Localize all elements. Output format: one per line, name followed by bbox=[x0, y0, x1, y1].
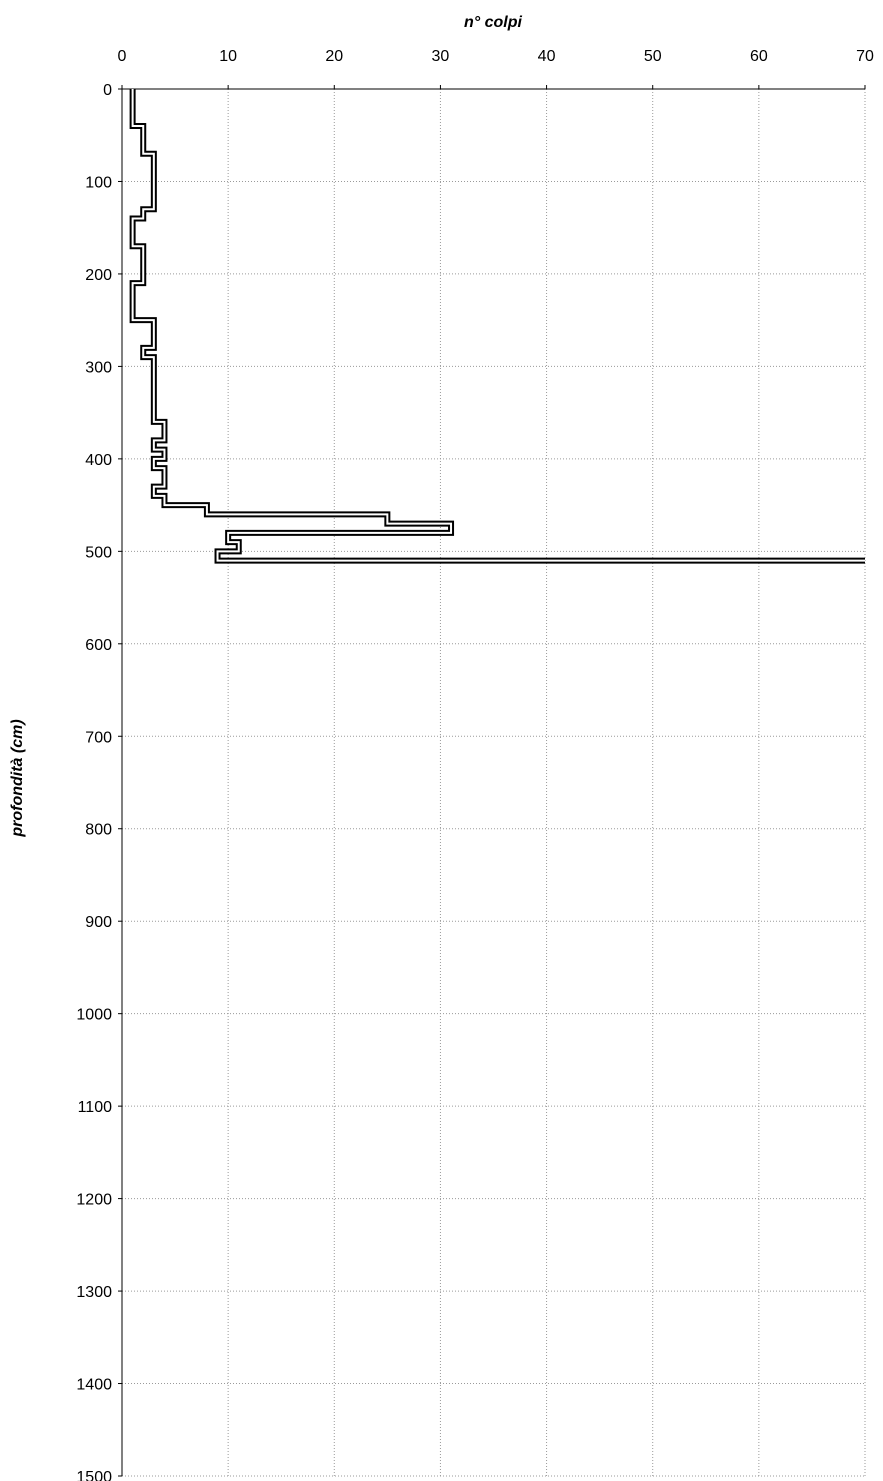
series-layer bbox=[129, 89, 865, 564]
x-tick-label: 0 bbox=[118, 48, 127, 65]
x-tick-label: 10 bbox=[219, 48, 237, 65]
y-tick-label: 1400 bbox=[76, 1377, 112, 1394]
y-tick-label: 800 bbox=[85, 822, 112, 839]
y-tick-label: 0 bbox=[103, 82, 112, 99]
x-tick-label: 40 bbox=[538, 48, 556, 65]
y-tick-label: 1200 bbox=[76, 1192, 112, 1209]
series-line-outline bbox=[129, 89, 865, 564]
y-tick-label: 1100 bbox=[78, 1099, 113, 1116]
x-tick-label: 20 bbox=[325, 48, 343, 65]
y-axis-title: profondità (cm) bbox=[9, 719, 26, 837]
y-tick-label: 100 bbox=[85, 174, 112, 191]
y-tick-label: 600 bbox=[85, 637, 112, 654]
grid-lines bbox=[118, 85, 866, 1477]
x-tick-label: 60 bbox=[750, 48, 768, 65]
y-tick-label: 1000 bbox=[76, 1007, 112, 1024]
y-tick-label: 200 bbox=[85, 267, 112, 284]
y-tick-label: 1500 bbox=[76, 1469, 112, 1481]
y-tick-label: 500 bbox=[85, 544, 112, 561]
x-tick-labels: 0 10 20 30 40 50 60 70 bbox=[118, 48, 874, 65]
y-tick-labels: 0 100 200 300 400 500 600 700 800 900 1000 1100 1200… bbox=[76, 82, 112, 1481]
series-line-core bbox=[131, 89, 865, 562]
axes bbox=[121, 88, 865, 1476]
y-tick-label: 1300 bbox=[76, 1284, 112, 1301]
x-axis-title: n° colpi bbox=[464, 14, 523, 31]
y-tick-label: 900 bbox=[85, 914, 112, 931]
x-tick-label: 50 bbox=[644, 48, 662, 65]
x-tick-label: 30 bbox=[432, 48, 450, 65]
x-tick-label: 70 bbox=[856, 48, 874, 65]
y-tick-label: 700 bbox=[85, 729, 112, 746]
y-tick-label: 400 bbox=[85, 452, 112, 469]
y-tick-label: 300 bbox=[85, 359, 112, 376]
